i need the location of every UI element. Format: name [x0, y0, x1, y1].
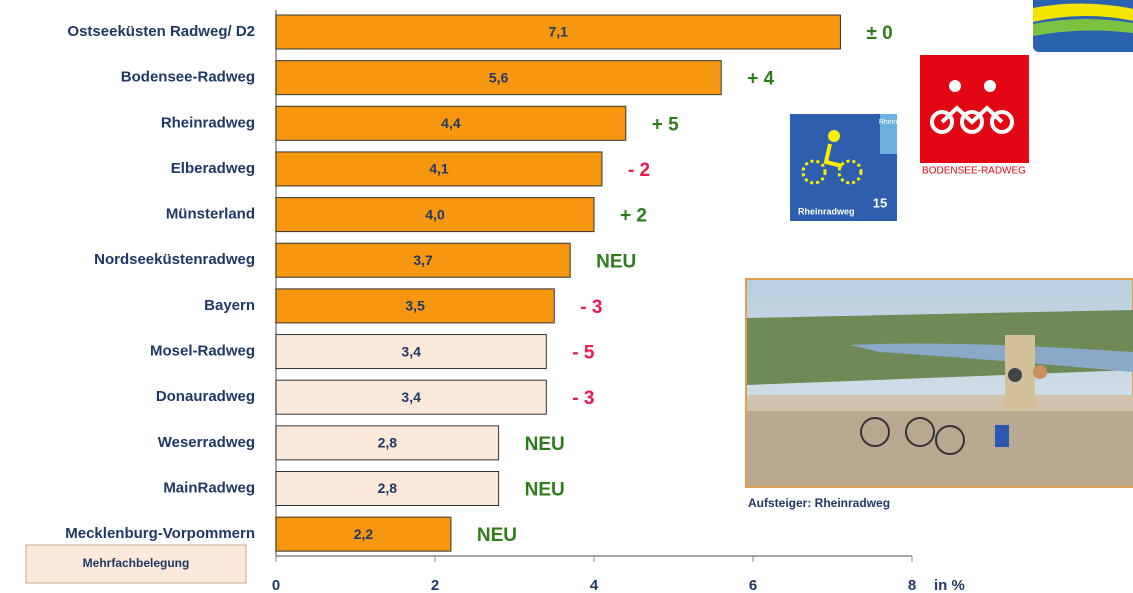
data-label: 3,7 — [413, 252, 433, 268]
x-tick-label: 6 — [749, 577, 757, 593]
data-label: 4,1 — [429, 161, 449, 177]
y-tick-label: Mosel-Radweg — [150, 343, 255, 360]
y-tick-label: Weserradweg — [158, 434, 255, 451]
logo-top — [1033, 0, 1133, 52]
data-label: 2,8 — [378, 435, 398, 451]
change-label: - 2 — [628, 160, 650, 181]
data-label: 3,4 — [401, 389, 421, 405]
logo-text: Rhein — [879, 119, 897, 126]
y-tick-label: Bayern — [204, 297, 255, 314]
x-tick-label: 0 — [272, 577, 280, 593]
x-axis-label: in % — [934, 577, 965, 593]
photo — [746, 279, 1133, 487]
change-label: + 4 — [747, 69, 774, 90]
data-label: 7,1 — [548, 24, 568, 40]
chart: BODENSEE-RADWEG Rhein Rheinradweg 15 Auf… — [0, 0, 1133, 593]
x-tick-label: 8 — [908, 577, 916, 593]
data-label: 3,5 — [405, 298, 425, 314]
change-label: NEU — [525, 480, 565, 501]
change-label: NEU — [596, 251, 636, 272]
logo-text: Rheinradweg — [798, 206, 855, 216]
legend-label: Mehrfachbelegung — [83, 556, 190, 570]
data-label: 4,4 — [441, 115, 461, 131]
change-label: - 3 — [580, 297, 602, 318]
y-tick-label: Donauradweg — [156, 388, 255, 405]
photo-caption: Aufsteiger: Rheinradweg — [748, 496, 890, 510]
x-tick-label: 2 — [431, 577, 439, 593]
y-tick-label: Rheinradweg — [161, 114, 255, 131]
y-tick-label: MainRadweg — [163, 479, 255, 496]
logo-text: 15 — [873, 195, 887, 210]
y-tick-label: Mecklenburg-Vorpommern — [65, 525, 255, 542]
data-label: 2,8 — [378, 480, 398, 496]
data-label: 4,0 — [425, 206, 445, 222]
change-label: - 5 — [572, 343, 595, 364]
data-label: 2,2 — [354, 526, 374, 542]
y-tick-label: Ostseeküsten Radweg/ D2 — [67, 23, 255, 40]
change-label: - 3 — [572, 388, 594, 409]
x-tick-label: 4 — [590, 577, 599, 593]
change-label: ± 0 — [866, 23, 892, 44]
y-tick-label: Elberadweg — [171, 160, 255, 177]
change-label: + 5 — [652, 114, 679, 135]
logo-bodensee: BODENSEE-RADWEG — [920, 55, 1029, 179]
y-tick-label: Bodensee-Radweg — [121, 69, 255, 86]
data-label: 5,6 — [489, 69, 509, 85]
y-tick-label: Münsterland — [166, 206, 255, 223]
change-label: NEU — [525, 434, 565, 455]
logo-rheinradweg: Rhein Rheinradweg 15 — [790, 114, 897, 221]
logo-text: BODENSEE-RADWEG — [922, 166, 1026, 177]
change-label: + 2 — [620, 206, 647, 227]
y-tick-label: Nordseeküstenradweg — [94, 251, 255, 268]
data-label: 3,4 — [401, 343, 421, 359]
change-label: NEU — [477, 525, 517, 546]
